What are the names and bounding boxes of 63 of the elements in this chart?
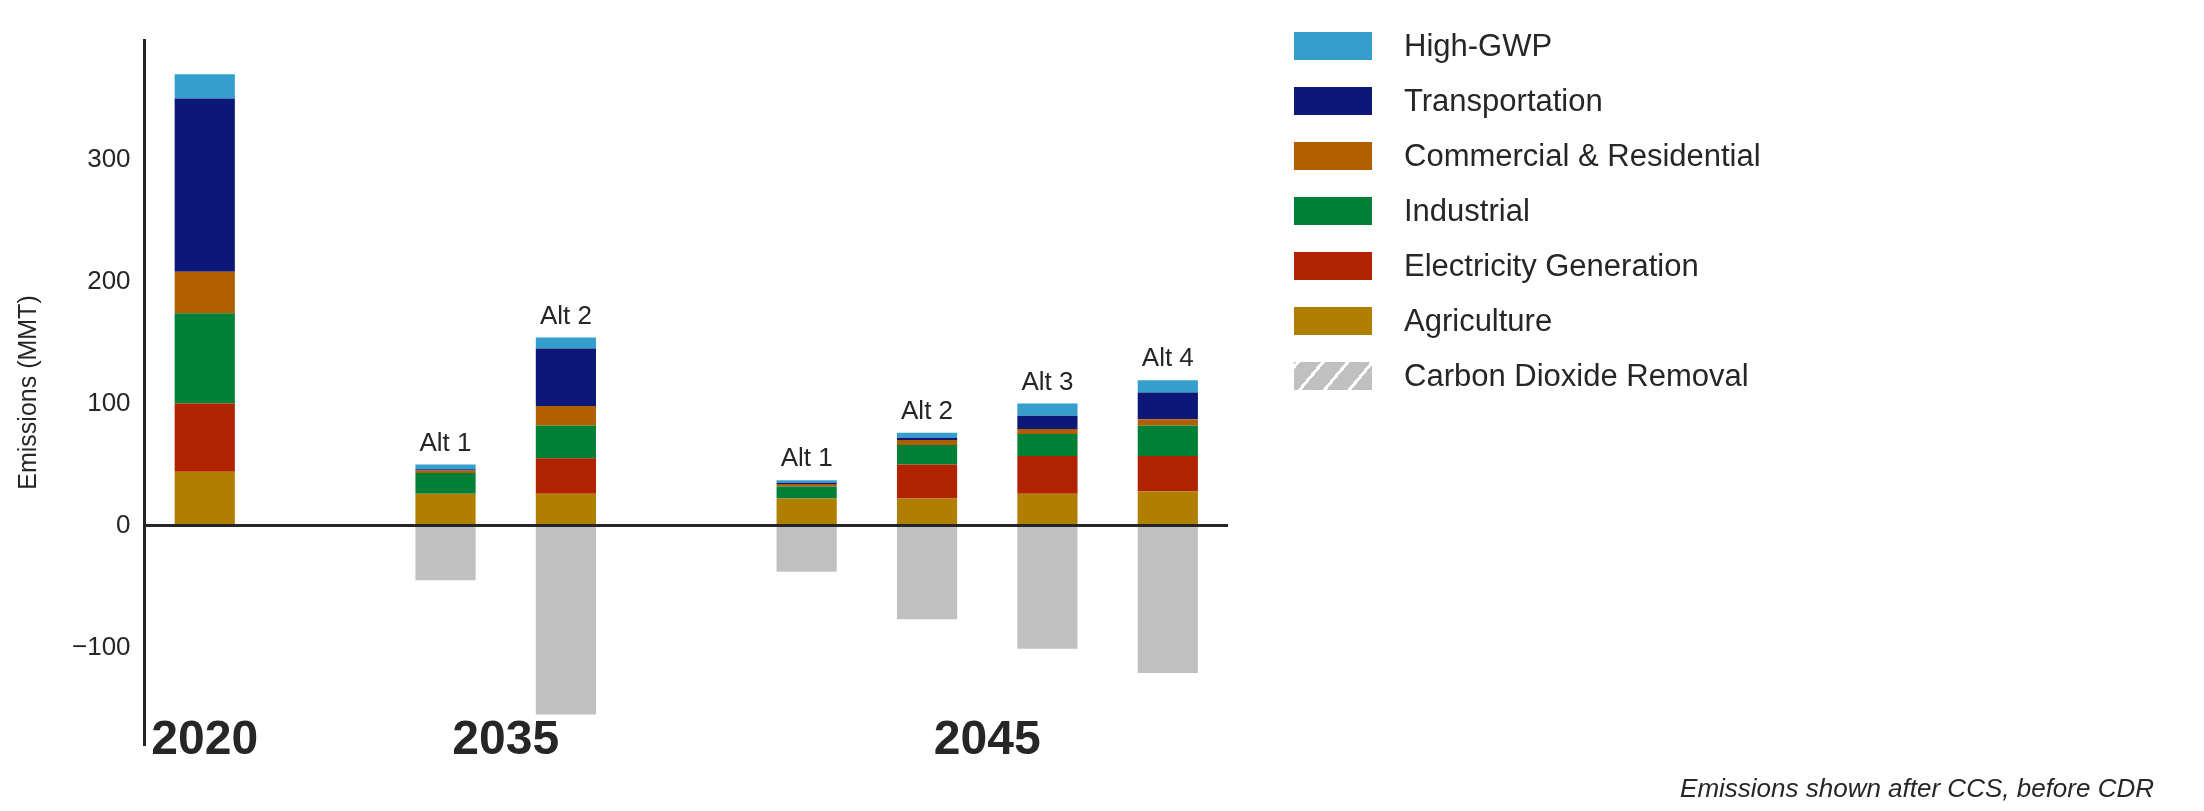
bar [1017,455,1078,494]
x-tick-label: Alt 2 [539,299,592,330]
x-tick-label: Alt 2 [901,394,954,425]
x-tick-label: Alt 1 [419,426,472,457]
y-tick-label: 300 [87,142,131,173]
bar [1017,493,1078,526]
bar [896,498,958,526]
annotation: 2035 [452,711,560,765]
bar [535,458,596,494]
bar [174,74,235,99]
bar [776,486,837,499]
bar [1017,429,1078,434]
y-tick-label: 0 [116,508,131,539]
y-tick-label: 200 [87,264,131,295]
bar [1017,403,1078,416]
x-tick-label: Alt 4 [1141,342,1194,373]
bar [1137,455,1198,492]
bar [896,525,958,620]
bar [1017,415,1078,430]
bar [896,444,958,465]
bar [776,498,837,526]
bar [415,525,476,581]
bar [1017,525,1078,649]
bar [415,493,476,526]
bar [535,337,596,349]
text: Emissions shown after CCS, before CDR [1680,773,2154,804]
legend-label: High-GWP [1404,27,1553,64]
bar [896,464,958,499]
bar [174,313,235,404]
annotation: 2020 [151,711,259,765]
bar [1017,433,1078,456]
bar [174,403,235,472]
y-tick-label: −100 [71,630,131,661]
bar [535,493,596,526]
bar [535,405,596,426]
bar [896,432,958,438]
bar [535,525,596,715]
bar [415,473,476,494]
bar [1137,392,1198,420]
bar [1137,380,1198,393]
legend-label: Commercial & Residential [1404,137,1761,174]
bar [174,271,235,314]
legend-label: Carbon Dioxide Removal [1404,357,1749,394]
bar [415,464,476,470]
bar [776,525,837,572]
legend-label: Transportation [1404,82,1603,119]
bar [896,440,958,445]
bar [1137,425,1198,456]
legend-label: Industrial [1404,192,1530,229]
legend-label: Agriculture [1404,302,1553,339]
bar [1137,419,1198,426]
y-tick-label: 100 [87,386,131,417]
y-axis-title: Emissions (MMT) [12,295,41,490]
annotation: 2045 [933,711,1041,765]
bar [535,348,596,406]
bar [174,98,235,272]
bar [1137,525,1198,674]
bar [1137,491,1198,526]
bar [174,471,235,526]
bar [535,425,596,459]
x-tick-label: Alt 3 [1021,365,1074,396]
x-tick-label: Alt 1 [780,442,833,473]
legend-label: Electricity Generation [1404,247,1699,284]
